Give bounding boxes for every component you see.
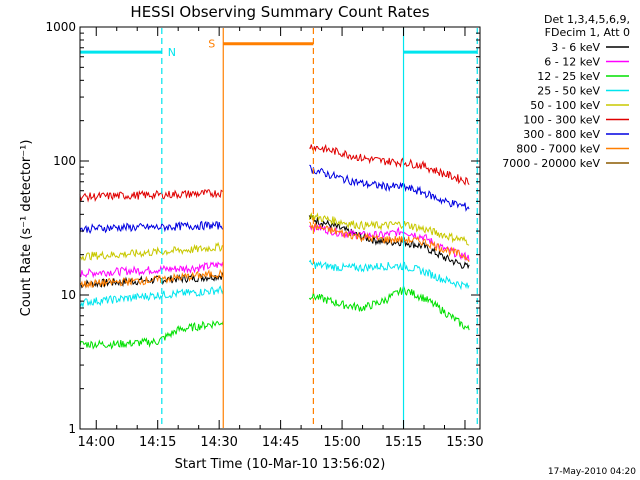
series-line-25-50-kev — [308, 259, 470, 291]
plot-frame — [79, 26, 481, 430]
footer-timestamp: 17-May-2010 04:20 — [548, 467, 636, 477]
legend-label: 7000 - 20000 keV — [502, 157, 600, 170]
series-line-50-100-kev — [79, 241, 224, 261]
legend-label: 800 - 7000 keV — [516, 143, 600, 156]
x-tick-label: 14:30 — [200, 435, 237, 450]
series-line-6-12-kev — [308, 223, 470, 261]
y-axis-label: Count Rate (s⁻¹ detector⁻¹) — [19, 140, 34, 317]
y-tick-label: 1000 — [45, 20, 76, 34]
annotation-layer: NS — [79, 28, 478, 428]
x-tick-label: 14:15 — [139, 435, 176, 450]
mode-bar-label: N — [168, 46, 176, 59]
series-layer — [79, 143, 470, 350]
x-tick-label: 15:15 — [385, 435, 422, 450]
y-axis: 1 10 100 1000 — [45, 20, 480, 436]
legend-label: 3 - 6 keV — [551, 41, 600, 54]
x-tick-label: 14:00 — [78, 435, 115, 450]
legend-label: 50 - 100 keV — [530, 99, 600, 112]
series-line-50-100-kev — [308, 212, 470, 246]
series-line-300-800-kev — [79, 220, 224, 234]
x-tick-label: 15:30 — [446, 435, 483, 450]
y-tick-label: 1 — [68, 422, 76, 436]
series-line-3-6-kev — [308, 213, 470, 270]
y-tick-label: 10 — [61, 288, 76, 302]
series-line-12-25-kev — [79, 319, 224, 350]
legend-header-line-1: Det 1,3,4,5,6,9, — [544, 13, 630, 26]
legend-label: 25 - 50 keV — [537, 85, 600, 98]
legend-label: 6 - 12 keV — [544, 56, 600, 69]
x-axis: 14:00 14:15 14:30 14:45 15:00 15:15 15:30 — [78, 27, 484, 450]
legend-label: 12 - 25 keV — [537, 70, 600, 83]
x-tick-label: 15:00 — [323, 435, 360, 450]
series-line-100-300-kev — [79, 189, 224, 203]
mode-bar-label: S — [208, 38, 215, 51]
y-tick-label: 100 — [53, 154, 76, 168]
series-line-25-50-kev — [79, 285, 224, 309]
series-line-12-25-kev — [308, 284, 470, 331]
series-line-6-12-kev — [79, 261, 224, 279]
series-line-100-300-kev — [309, 143, 470, 186]
legend-header: Det 1,3,4,5,6,9, FDecim 1, Att 0 — [544, 13, 630, 39]
legend-header-line-2: FDecim 1, Att 0 — [545, 26, 630, 39]
x-tick-label: 14:45 — [262, 435, 299, 450]
x-axis-label: Start Time (10-Mar-10 13:56:02) — [175, 457, 386, 472]
legend-label: 100 - 300 keV — [523, 114, 600, 127]
chart-title: HESSI Observing Summary Count Rates — [130, 3, 429, 21]
series-line-800-7000-kev — [79, 269, 224, 289]
series-line-800-7000-kev — [309, 221, 470, 263]
legend-label: 300 - 800 keV — [523, 128, 600, 141]
series-line-300-800-kev — [309, 164, 470, 212]
